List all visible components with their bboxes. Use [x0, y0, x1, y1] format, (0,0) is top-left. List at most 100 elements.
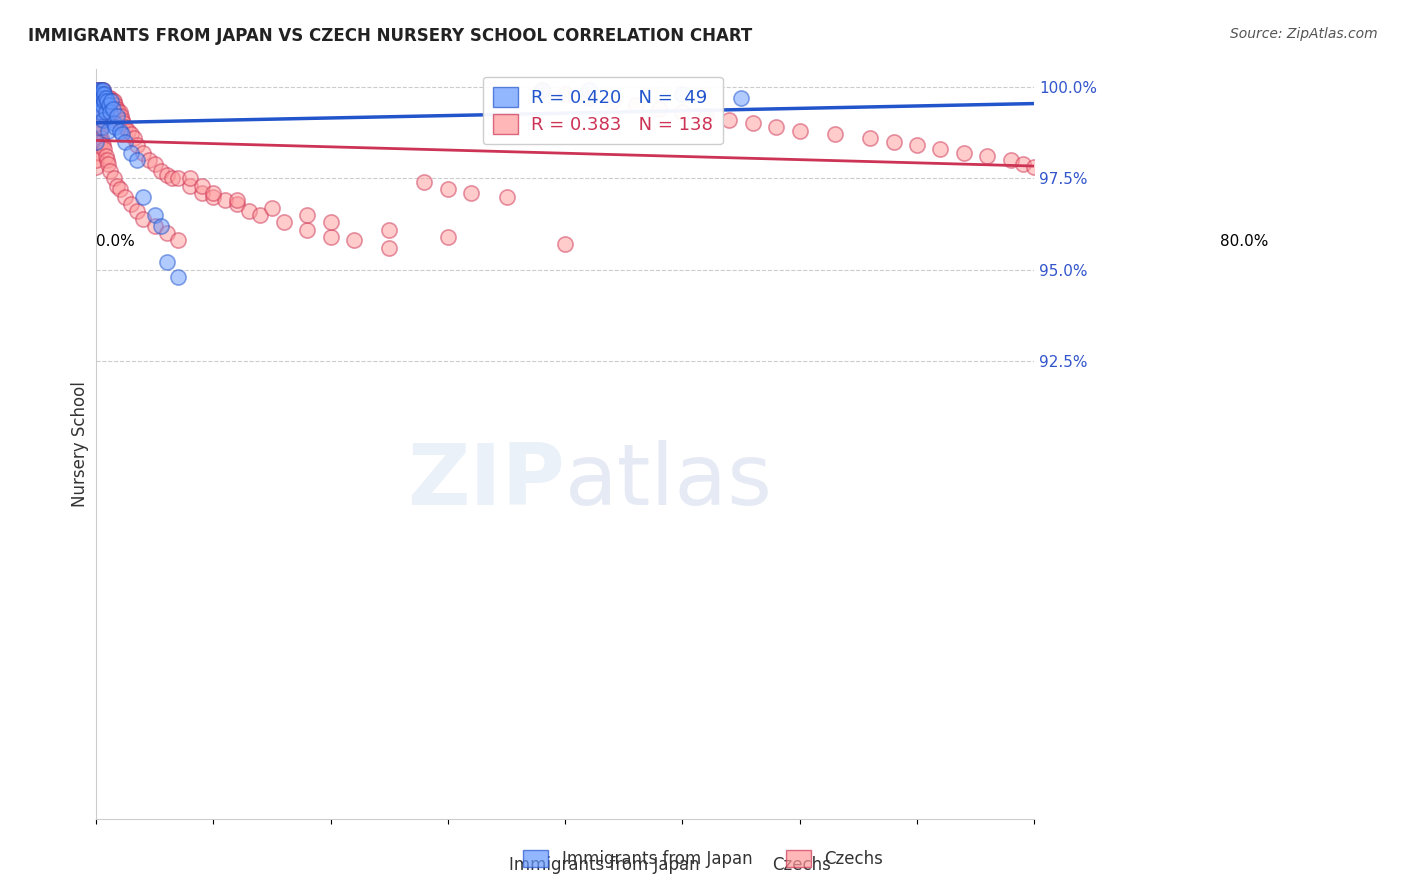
Point [624, 98, 647, 112]
Point [132, 145, 155, 160]
Point [730, 91, 752, 105]
Point [89, 102, 111, 116]
Point [859, 131, 882, 145]
Point [94, 105, 117, 120]
Point [273, 215, 295, 229]
Point [91, 83, 114, 97]
Point [460, 186, 482, 200]
Point [98, 164, 121, 178]
Point [98, 105, 121, 120]
Text: IMMIGRANTS FROM JAPAN VS CZECH NURSERY SCHOOL CORRELATION CHART: IMMIGRANTS FROM JAPAN VS CZECH NURSERY S… [28, 27, 752, 45]
Point [89, 124, 111, 138]
Point [120, 197, 142, 211]
Point [94, 149, 117, 163]
Point [89, 98, 111, 112]
Point [94, 102, 117, 116]
Point [90, 87, 112, 102]
Point [98, 91, 121, 105]
Point [378, 241, 401, 255]
Point [89, 135, 111, 149]
Point [84, 135, 107, 149]
Point [111, 128, 134, 142]
Point [143, 156, 166, 170]
Point [86, 87, 108, 102]
Point [648, 102, 671, 116]
Point [90, 105, 112, 120]
Point [343, 234, 366, 248]
Point [132, 189, 155, 203]
Point [91, 91, 114, 105]
Point [86, 105, 108, 120]
Point [97, 105, 120, 120]
Point [87, 128, 110, 142]
Point [89, 91, 111, 105]
Point [90, 91, 112, 105]
Point [262, 201, 284, 215]
Point [100, 95, 122, 109]
Point [190, 186, 212, 200]
Point [91, 135, 114, 149]
Point [90, 105, 112, 120]
Point [238, 204, 260, 219]
Point [112, 116, 135, 130]
Point [695, 109, 717, 123]
Text: ZIP: ZIP [408, 440, 565, 523]
Point [117, 124, 139, 138]
Point [495, 189, 517, 203]
Point [202, 186, 225, 200]
Text: 80.0%: 80.0% [1220, 234, 1268, 249]
Point [883, 135, 905, 149]
Point [89, 112, 111, 127]
Point [1011, 156, 1033, 170]
Point [90, 83, 112, 97]
Point [87, 87, 110, 102]
Point [87, 105, 110, 120]
Point [149, 164, 172, 178]
Point [108, 182, 131, 196]
Point [91, 112, 114, 127]
Point [86, 120, 108, 134]
Point [105, 178, 128, 193]
Point [143, 208, 166, 222]
Point [765, 120, 787, 134]
Point [87, 105, 110, 120]
Point [98, 109, 121, 123]
Text: Czechs: Czechs [772, 856, 831, 874]
Point [91, 87, 114, 102]
Point [93, 142, 115, 156]
Point [84, 135, 107, 149]
Point [103, 112, 125, 127]
Point [149, 219, 172, 233]
Point [108, 124, 131, 138]
Point [155, 226, 177, 240]
Point [1000, 153, 1022, 167]
Point [84, 116, 107, 130]
Point [101, 102, 124, 116]
Point [578, 91, 600, 105]
Point [120, 128, 142, 142]
Point [90, 87, 112, 102]
Point [297, 208, 319, 222]
Point [93, 87, 115, 102]
Point [93, 95, 115, 109]
Point [105, 109, 128, 123]
Point [87, 83, 110, 97]
Point [86, 105, 108, 120]
Legend: Immigrants from Japan, Czechs: Immigrants from Japan, Czechs [516, 843, 890, 875]
Point [111, 112, 134, 127]
Point [91, 91, 114, 105]
Point [1024, 161, 1046, 175]
Point [91, 83, 114, 97]
Text: Immigrants from Japan: Immigrants from Japan [509, 856, 700, 874]
Point [93, 87, 115, 102]
Point [97, 91, 120, 105]
Point [98, 105, 121, 120]
Point [91, 87, 114, 102]
Point [94, 91, 117, 105]
Point [155, 255, 177, 269]
Point [905, 138, 928, 153]
Point [202, 189, 225, 203]
Point [86, 116, 108, 130]
Point [190, 178, 212, 193]
Point [179, 178, 201, 193]
